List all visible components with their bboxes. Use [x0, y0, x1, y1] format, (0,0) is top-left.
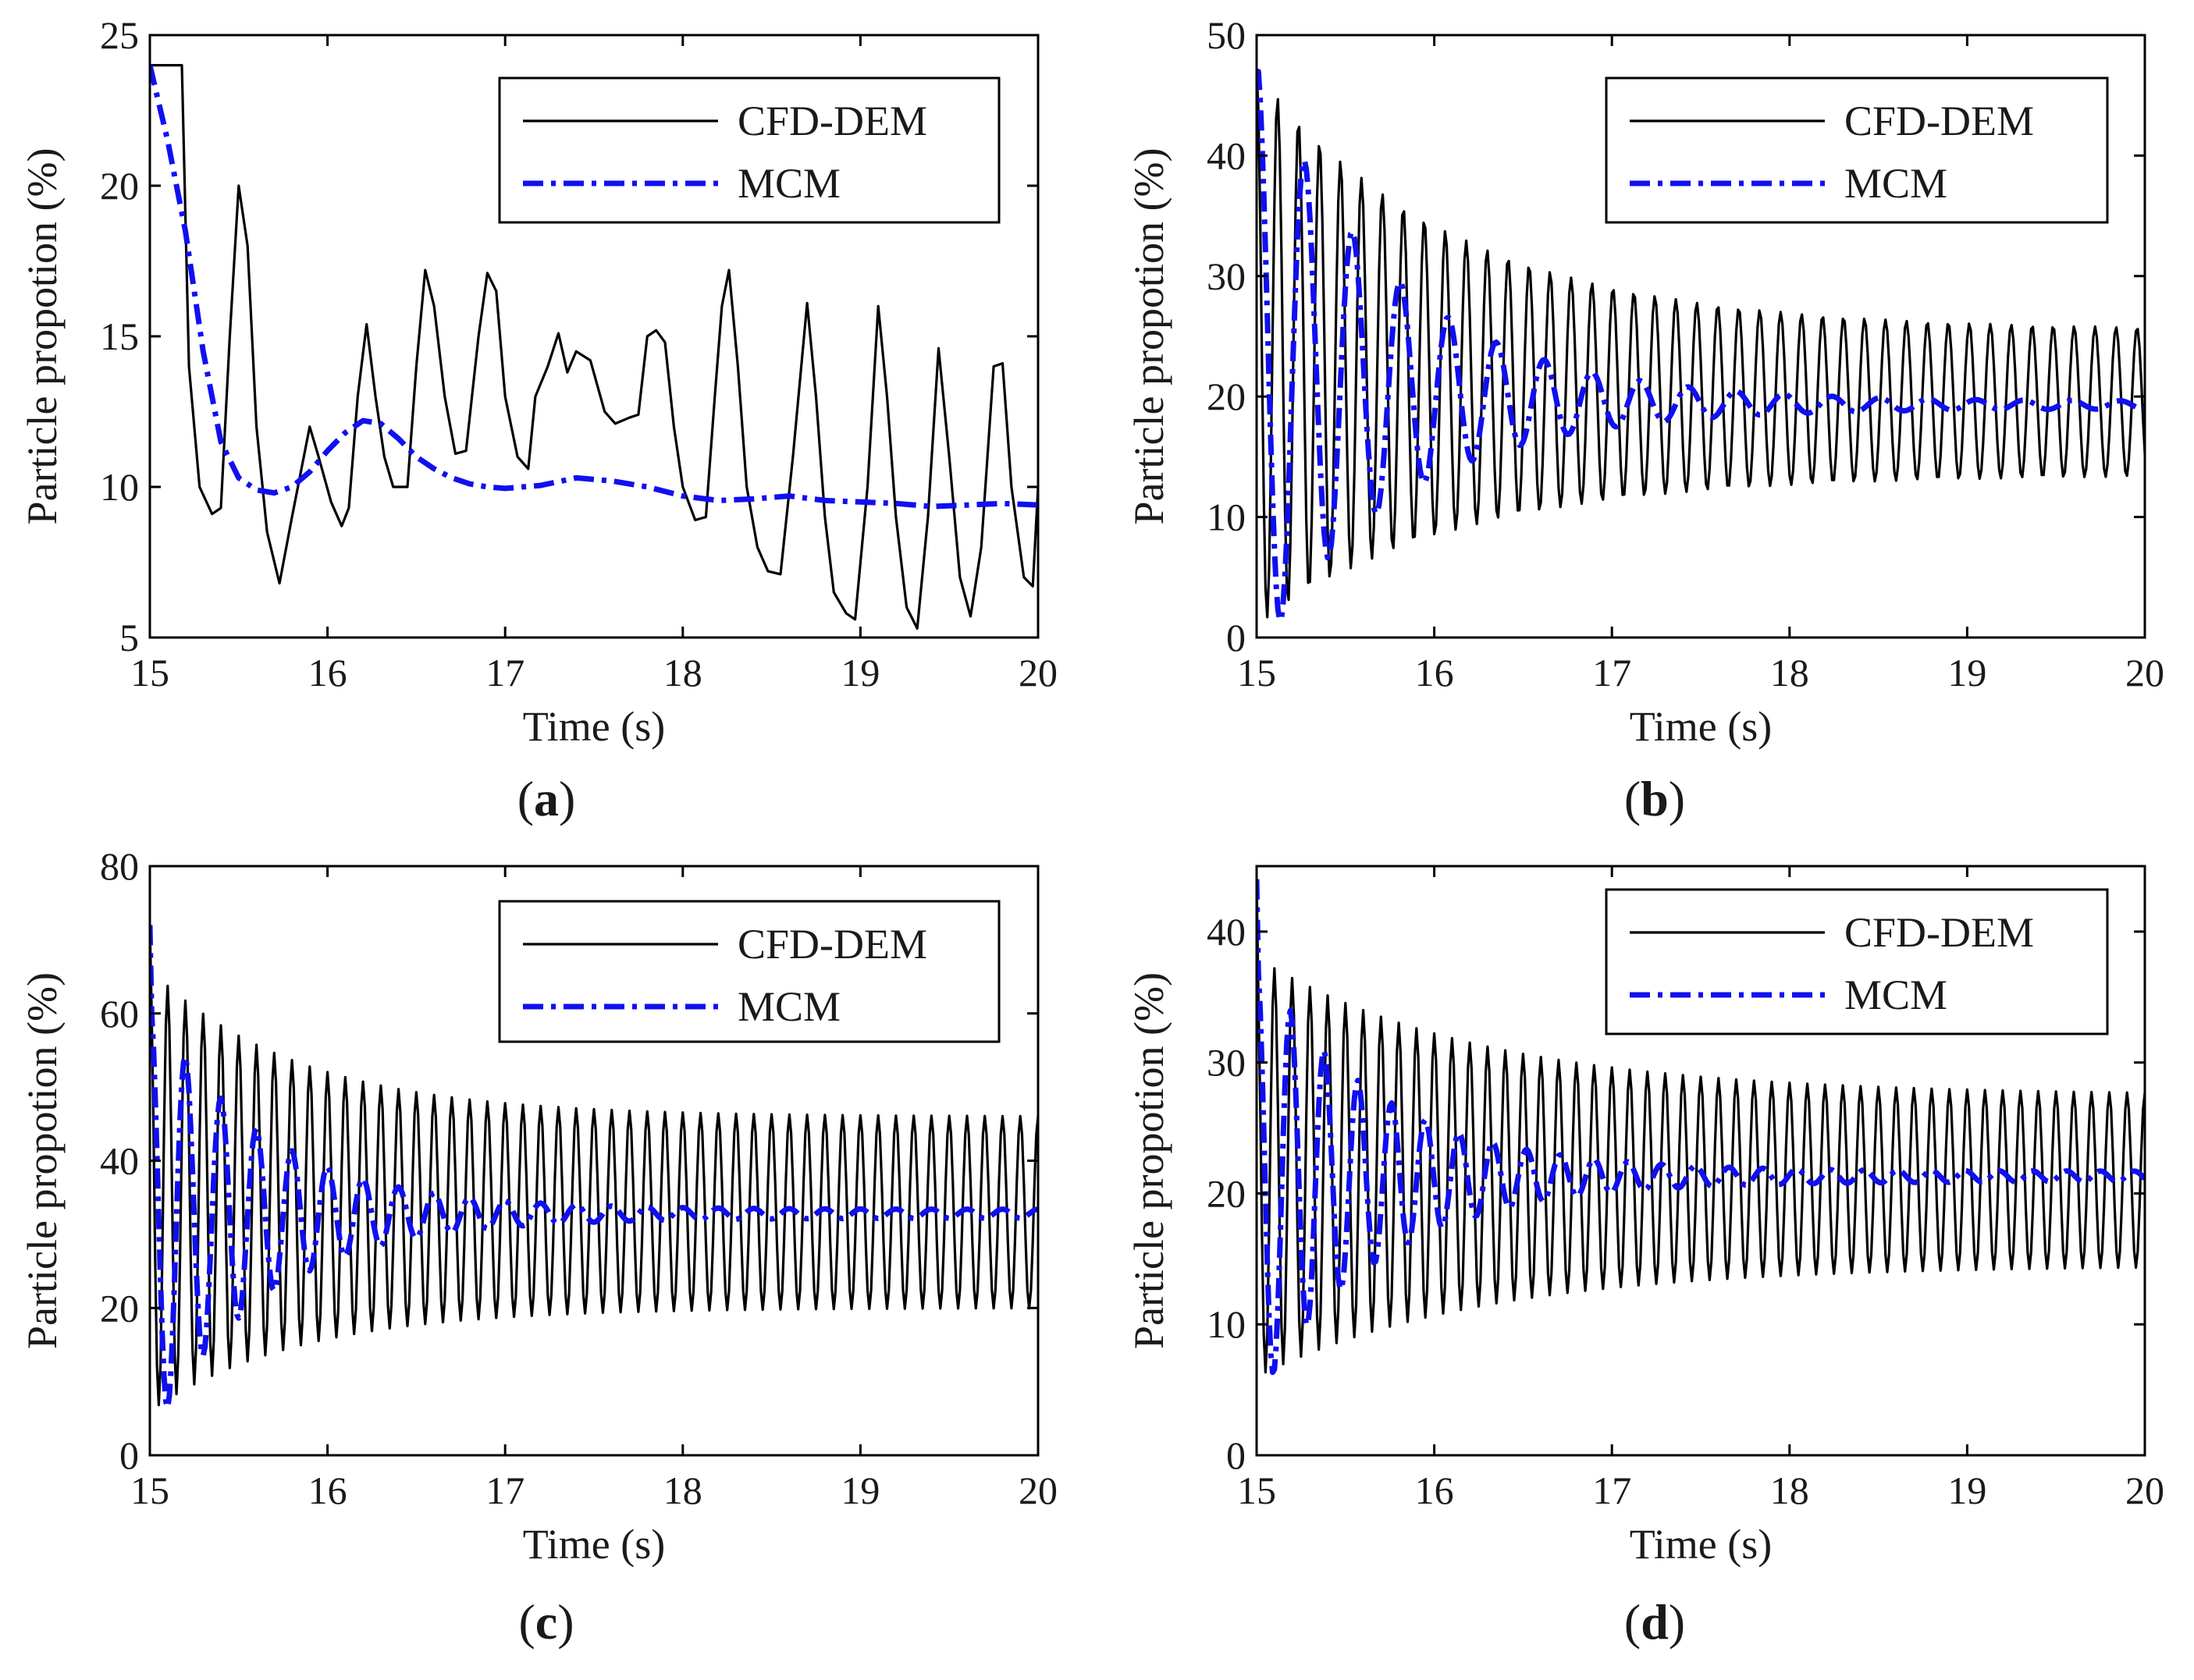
series-line-cfd-dem	[1257, 879, 2145, 1374]
chart-panel-3: 15 16 17 18 19 20 0 10 20 30 40 Time (s) Particle pr…	[1125, 865, 2164, 1650]
y-tick-label: 5	[119, 616, 139, 659]
y-tick-label: 30	[1207, 254, 1246, 298]
series-line-cfd-dem	[150, 64, 1038, 630]
legend: CFD-DEM MCM	[1605, 888, 2109, 1035]
legend-label: MCM	[1844, 971, 1947, 1018]
y-tick-label: 20	[1207, 375, 1246, 418]
x-tick-label: 16	[308, 1469, 347, 1512]
legend-label: CFD-DEM	[738, 98, 927, 144]
legend-box	[1605, 76, 2109, 224]
x-axis-label: Time (s)	[523, 703, 666, 750]
x-tick-label: 18	[663, 1469, 702, 1512]
x-axis-label: Time (s)	[1630, 703, 1773, 750]
x-tick-label: 15	[1237, 1469, 1276, 1512]
y-tick-label: 15	[100, 314, 139, 358]
x-tick-label: 16	[1415, 651, 1454, 694]
y-tick-label: 25	[100, 13, 139, 57]
plot-frame	[1255, 34, 2146, 639]
series-line-mcm	[1257, 879, 2145, 1376]
x-tick-label: 19	[841, 1469, 880, 1512]
y-tick-label: 40	[1207, 910, 1246, 954]
x-tick-label: 19	[1947, 651, 1986, 694]
chart-panel-1: 15 16 17 18 19 20 0 10 20 30 40 50 Time (s) Particle …	[1125, 13, 2164, 826]
legend: CFD-DEM MCM	[1605, 76, 2109, 224]
y-tick-label: 50	[1207, 13, 1246, 57]
y-axis-label: Particle propotion (%)	[1125, 148, 1172, 525]
x-tick-label: 17	[485, 651, 524, 694]
legend-label: MCM	[1844, 160, 1947, 207]
plot-frame	[1255, 865, 2146, 1457]
y-tick-label: 60	[100, 992, 139, 1035]
x-tick-label: 16	[1415, 1469, 1454, 1512]
y-tick-label: 40	[1207, 133, 1246, 177]
y-tick-label: 10	[1207, 1302, 1246, 1346]
y-tick-label: 20	[1207, 1171, 1246, 1215]
chart-panel-0: 15 16 17 18 19 20 5 10 15 20 25 Time (s) Particle pr…	[19, 13, 1058, 826]
panel-label: (c)	[518, 1594, 574, 1650]
series-line-cfd-dem	[1257, 71, 2145, 619]
x-tick-label: 15	[130, 1469, 169, 1512]
panel-label: (a)	[517, 771, 576, 826]
y-tick-label: 0	[119, 1433, 139, 1477]
y-tick-label: 40	[100, 1139, 139, 1183]
x-tick-label: 20	[1019, 651, 1058, 694]
x-tick-label: 15	[130, 651, 169, 694]
legend-label: MCM	[738, 983, 841, 1030]
x-tick-label: 19	[841, 651, 880, 694]
y-tick-label: 20	[100, 164, 139, 208]
y-axis-label: Particle propotion (%)	[19, 148, 66, 525]
y-tick-label: 0	[1226, 1433, 1246, 1477]
x-tick-label: 15	[1237, 651, 1276, 694]
legend-box	[1605, 888, 2109, 1035]
chart-panel-2: 15 16 17 18 19 20 0 20 40 60 80 Time (s) Particle pr…	[19, 844, 1058, 1650]
x-tick-label: 18	[663, 651, 702, 694]
y-tick-label: 30	[1207, 1041, 1246, 1085]
x-tick-label: 19	[1947, 1469, 1986, 1512]
y-tick-label: 10	[100, 465, 139, 509]
x-tick-label: 17	[485, 1469, 524, 1512]
x-tick-label: 18	[1770, 651, 1809, 694]
legend-label: MCM	[738, 160, 841, 207]
x-tick-label: 17	[1592, 1469, 1631, 1512]
x-tick-label: 20	[1019, 1469, 1058, 1512]
x-tick-label: 18	[1770, 1469, 1809, 1512]
y-axis-label: Particle propotion (%)	[1125, 972, 1172, 1349]
panel-label: (d)	[1624, 1594, 1685, 1650]
x-tick-label: 17	[1592, 651, 1631, 694]
series-line-mcm	[150, 925, 1038, 1411]
legend: CFD-DEM MCM	[498, 900, 1001, 1043]
legend: CFD-DEM MCM	[498, 76, 1001, 224]
series-line-cfd-dem	[150, 925, 1038, 1407]
x-axis-label: Time (s)	[523, 1521, 666, 1568]
x-tick-label: 20	[2125, 1469, 2164, 1512]
y-tick-label: 80	[100, 844, 139, 888]
series-line-mcm	[150, 64, 1038, 510]
legend-label: CFD-DEM	[1844, 909, 2034, 956]
y-tick-label: 20	[100, 1286, 139, 1330]
series-line-mcm	[1257, 68, 2145, 623]
y-axis-label: Particle propotion (%)	[19, 972, 66, 1349]
x-tick-label: 16	[308, 651, 347, 694]
legend-label: CFD-DEM	[1844, 98, 2034, 144]
y-tick-label: 10	[1207, 495, 1246, 539]
panel-label: (b)	[1624, 771, 1685, 826]
y-tick-label: 0	[1226, 616, 1246, 659]
legend-box	[498, 76, 1001, 224]
legend-box	[498, 900, 1001, 1043]
x-tick-label: 20	[2125, 651, 2164, 694]
x-axis-label: Time (s)	[1630, 1521, 1773, 1568]
legend-label: CFD-DEM	[738, 921, 927, 968]
